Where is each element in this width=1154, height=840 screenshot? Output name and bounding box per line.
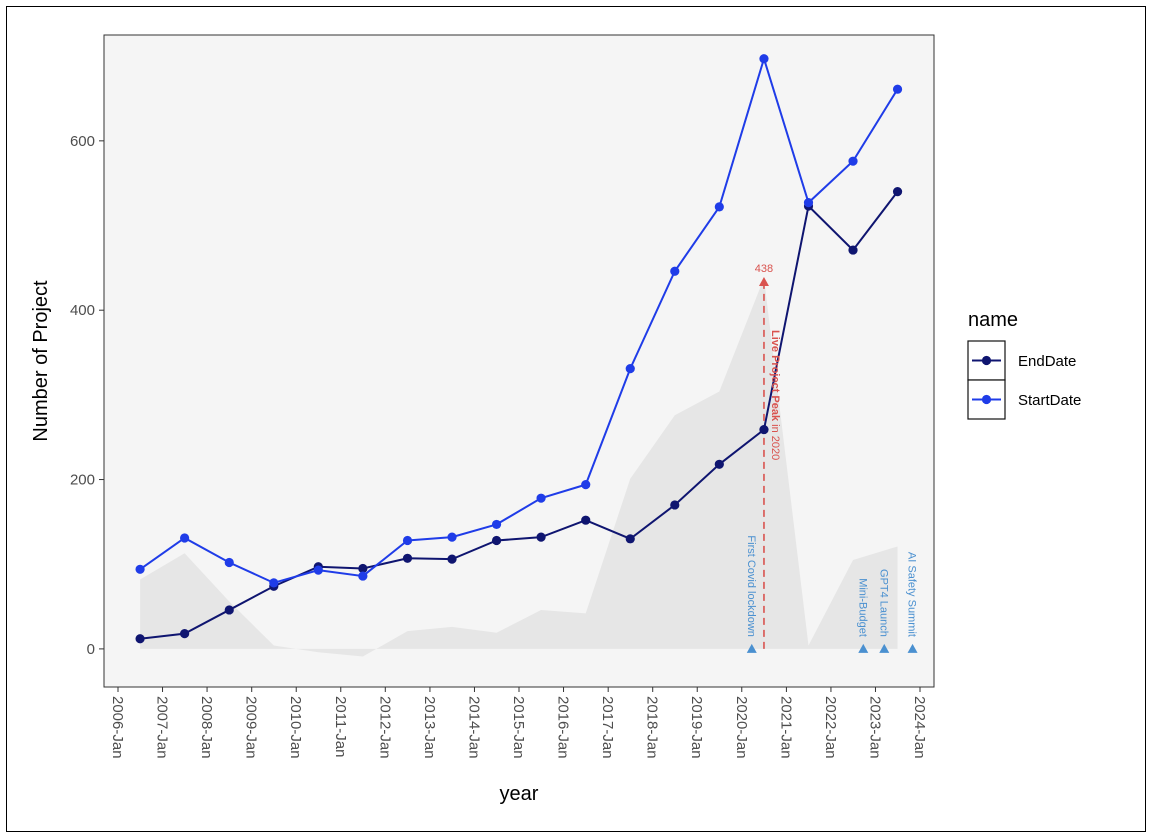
data-point-enddate bbox=[491, 535, 502, 546]
y-axis-title: Number of Project bbox=[30, 280, 52, 442]
event-label: Mini-Budget bbox=[856, 578, 868, 637]
data-point-startdate bbox=[714, 202, 724, 212]
data-point-enddate bbox=[536, 532, 546, 542]
series-line-startdate bbox=[139, 55, 899, 584]
data-point-startdate bbox=[180, 533, 190, 543]
data-point-startdate bbox=[581, 480, 591, 490]
x-tick-label: 2020-Jan bbox=[733, 696, 750, 759]
data-point-enddate bbox=[625, 534, 635, 544]
x-tick-label: 2019-Jan bbox=[688, 696, 705, 759]
event-marker bbox=[907, 643, 918, 653]
x-tick-label: 2015-Jan bbox=[510, 696, 527, 759]
event-label: First Covid lockdown bbox=[745, 535, 757, 636]
legend-title: name bbox=[968, 309, 1018, 331]
data-point-startdate bbox=[536, 493, 546, 503]
x-tick-label: 2006-Jan bbox=[109, 696, 126, 759]
data-point-enddate bbox=[135, 634, 145, 644]
data-point-startdate bbox=[402, 535, 413, 546]
event-label: GPT4 Launch bbox=[877, 569, 889, 637]
data-point-startdate bbox=[892, 84, 903, 94]
x-tick-label: 2007-Jan bbox=[154, 696, 171, 759]
event-marker bbox=[746, 643, 757, 653]
x-tick-label: 2009-Jan bbox=[243, 696, 260, 759]
x-tick-label: 2024-Jan bbox=[911, 696, 928, 759]
legend-label-startdate: StartDate bbox=[1018, 392, 1081, 409]
y-tick-label: 200 bbox=[70, 472, 95, 489]
data-point-enddate bbox=[759, 424, 769, 435]
x-tick-label: 2021-Jan bbox=[777, 696, 794, 759]
x-tick-label: 2017-Jan bbox=[599, 696, 616, 759]
y-tick-label: 0 bbox=[87, 641, 95, 658]
data-point-enddate bbox=[581, 515, 591, 525]
live-project-area bbox=[140, 278, 898, 657]
legend-key-point bbox=[981, 394, 992, 405]
legend-key-point bbox=[981, 355, 992, 366]
x-axis-title: year bbox=[500, 783, 539, 805]
peak-annotation-bold: Live Project Peak bbox=[769, 330, 781, 422]
data-point-startdate bbox=[848, 156, 858, 166]
x-tick-label: 2022-Jan bbox=[822, 696, 839, 759]
peak-value-label: 438 bbox=[755, 263, 773, 275]
x-tick-label: 2023-Jan bbox=[866, 696, 883, 759]
data-point-startdate bbox=[358, 571, 368, 581]
event-marker bbox=[858, 643, 869, 653]
data-point-enddate bbox=[358, 563, 368, 574]
data-point-enddate bbox=[714, 459, 724, 469]
data-point-startdate bbox=[313, 565, 323, 575]
event-marker bbox=[879, 643, 890, 653]
data-point-startdate bbox=[269, 578, 279, 588]
data-point-enddate bbox=[180, 629, 190, 639]
data-point-startdate bbox=[224, 557, 234, 568]
series-line-enddate bbox=[139, 191, 899, 640]
data-point-startdate bbox=[135, 564, 145, 574]
x-tick-label: 2013-Jan bbox=[421, 696, 438, 759]
legend-label-enddate: EndDate bbox=[1018, 353, 1076, 370]
data-point-startdate bbox=[625, 364, 635, 374]
data-point-startdate bbox=[759, 54, 769, 64]
x-tick-label: 2014-Jan bbox=[465, 696, 482, 759]
data-point-enddate bbox=[848, 245, 858, 255]
peak-annotation-label: Live Project Peak in 2020 bbox=[769, 330, 781, 460]
y-tick-label: 400 bbox=[70, 302, 95, 319]
data-point-startdate bbox=[491, 519, 502, 530]
x-tick-label: 2012-Jan bbox=[376, 696, 393, 759]
peak-arrow-head bbox=[758, 277, 769, 287]
x-tick-label: 2010-Jan bbox=[287, 696, 304, 759]
x-tick-label: 2018-Jan bbox=[644, 696, 661, 759]
x-tick-label: 2011-Jan bbox=[332, 696, 349, 757]
data-point-startdate bbox=[670, 266, 680, 276]
data-point-startdate bbox=[803, 198, 814, 208]
y-tick-label: 600 bbox=[70, 133, 95, 150]
event-label: AI Safety Summit bbox=[906, 552, 918, 637]
data-point-enddate bbox=[224, 605, 234, 615]
peak-annotation-rest: in 2020 bbox=[769, 421, 781, 460]
data-point-enddate bbox=[892, 187, 903, 197]
data-point-enddate bbox=[447, 554, 457, 564]
x-tick-label: 2008-Jan bbox=[198, 696, 215, 759]
x-tick-label: 2016-Jan bbox=[555, 696, 572, 759]
data-point-startdate bbox=[447, 532, 457, 542]
data-point-enddate bbox=[670, 500, 680, 510]
data-point-enddate bbox=[402, 553, 413, 563]
plot-panel bbox=[103, 34, 935, 688]
